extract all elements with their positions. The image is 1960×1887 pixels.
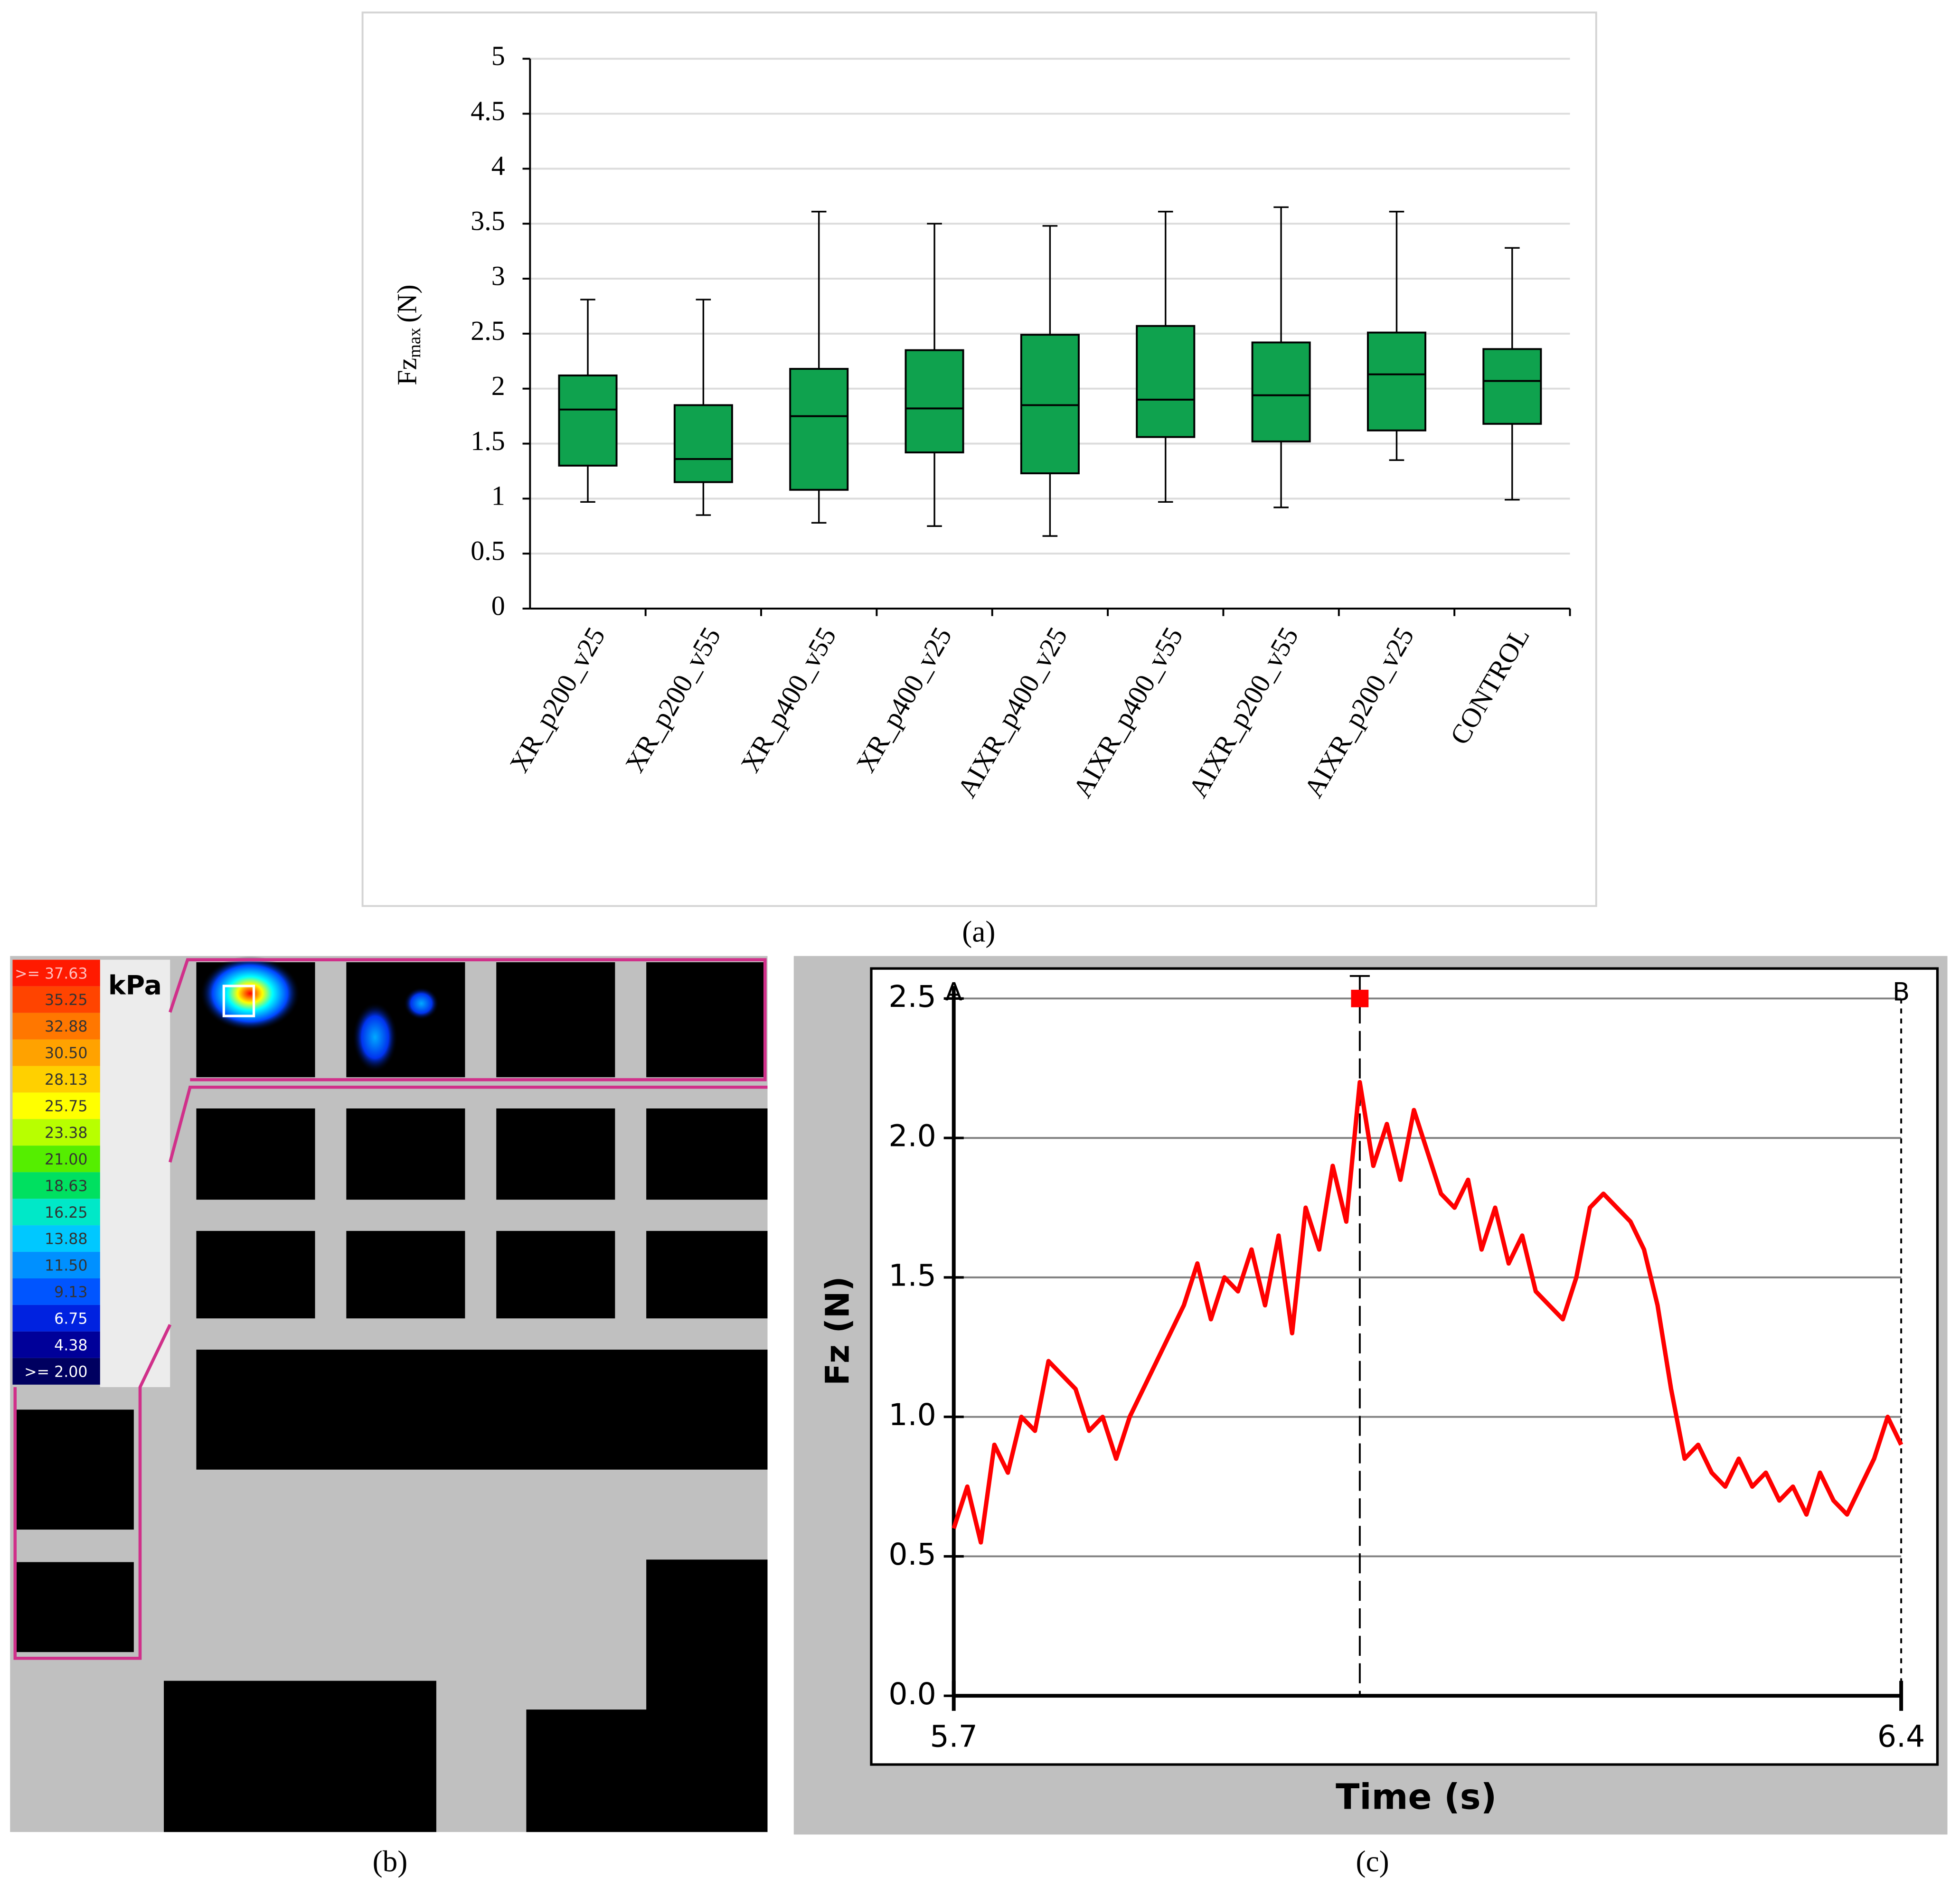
plot-frame [870, 967, 1939, 1766]
y-tick-label: 2 [491, 370, 505, 401]
y-tick-label: 2.5 [471, 315, 505, 346]
box [1366, 331, 1427, 432]
colorbar-label: 9.13 [54, 1284, 87, 1301]
colorbar-label: 11.50 [45, 1258, 87, 1275]
y-tick-label: 1.5 [471, 425, 505, 456]
box [789, 368, 849, 491]
y-tick-label: 0.5 [471, 535, 505, 566]
colorbar-label: 28.13 [45, 1071, 87, 1089]
colorbar-swatch [12, 1013, 100, 1040]
colorbar-swatch [12, 1331, 100, 1358]
colorbar-swatch [12, 1252, 100, 1278]
box [1136, 325, 1196, 438]
y-tick-label: 4.5 [471, 95, 505, 126]
colorbar-label: 13.88 [45, 1231, 87, 1248]
colorbar-label: 6.75 [54, 1311, 87, 1328]
pressure-spot [404, 987, 439, 1020]
y-tick-label: 2.5 [888, 979, 936, 1014]
hot-spot [200, 956, 300, 1031]
y-label-sub: max [405, 328, 424, 357]
colorbar-label: >= 2.00 [24, 1363, 87, 1380]
unit-panel [100, 959, 170, 1388]
pressure-spot [352, 1002, 398, 1072]
y-tick-label: 3 [491, 260, 505, 291]
y-tick-label: 1.0 [888, 1397, 936, 1432]
y-tick-label: 0.0 [888, 1676, 936, 1711]
y-tick-label: 0 [491, 590, 505, 621]
colorbar-swatch [12, 986, 100, 1013]
colorbar-label: 21.00 [45, 1151, 87, 1168]
y-tick-label: 0.5 [888, 1537, 936, 1572]
data-line [952, 1080, 1903, 1545]
y-tick-label: 4 [491, 150, 505, 181]
colorbar-swatch [12, 1172, 100, 1199]
cursor-marker [1351, 989, 1369, 1007]
colorbar-swatch [12, 1305, 100, 1332]
y-tick-label: 1 [491, 480, 505, 511]
colorbar-swatch [12, 1278, 100, 1305]
colorbar-label: 35.25 [45, 992, 87, 1009]
colorbar-swatch [12, 1358, 100, 1385]
panel-caption: (c) [1356, 1845, 1389, 1878]
y-axis-label: Fzmax (N) [392, 284, 424, 385]
y-axis-label: Fz (N) [819, 1276, 857, 1385]
colorbar-label: 16.25 [45, 1204, 87, 1221]
hot-spot-marker [222, 985, 255, 1017]
box [673, 404, 733, 483]
cursor-label: B [1893, 977, 1910, 1006]
colorbar-swatch [12, 1119, 100, 1146]
panel-caption: (a) [962, 915, 995, 948]
x-tick-label: 5.7 [930, 1718, 977, 1754]
colorbar-label: 25.75 [45, 1098, 87, 1115]
y-label-main: Fz [392, 358, 423, 385]
colorbar-swatch [12, 1039, 100, 1066]
colorbar-swatch [12, 1066, 100, 1093]
colorbar-label: 23.38 [45, 1125, 87, 1142]
colorbar-label: 32.88 [45, 1018, 87, 1035]
panel-caption: (b) [373, 1845, 408, 1878]
y-tick-label: 1.5 [888, 1258, 936, 1293]
y-tick-label: 5 [491, 40, 505, 71]
colorbar-label: 4.38 [54, 1337, 87, 1354]
colorbar-label: 18.63 [45, 1178, 87, 1195]
x-tick-label: 6.4 [1877, 1718, 1925, 1754]
box [558, 374, 618, 467]
colorbar-label: >= 37.63 [15, 965, 87, 982]
cursor-label: A [945, 977, 962, 1006]
y-tick-label: 3.5 [471, 206, 505, 236]
box [1251, 341, 1311, 442]
colorbar-swatch [12, 1225, 100, 1252]
x-axis-label: Time (s) [1336, 1777, 1497, 1818]
box [1482, 348, 1542, 425]
box [905, 349, 964, 454]
y-tick-label: 2.0 [888, 1118, 936, 1154]
pressure-map [10, 956, 768, 1832]
colorbar-swatch [12, 959, 100, 986]
colorbar-label: 30.50 [45, 1045, 87, 1062]
colorbar-swatch [12, 1092, 100, 1119]
colorbar-swatch [12, 1145, 100, 1173]
y-label-unit: (N) [392, 284, 423, 322]
box [1020, 334, 1080, 475]
region-outline [13, 958, 768, 1660]
colorbar-unit: kPa [108, 971, 162, 1001]
colorbar-swatch [12, 1199, 100, 1226]
